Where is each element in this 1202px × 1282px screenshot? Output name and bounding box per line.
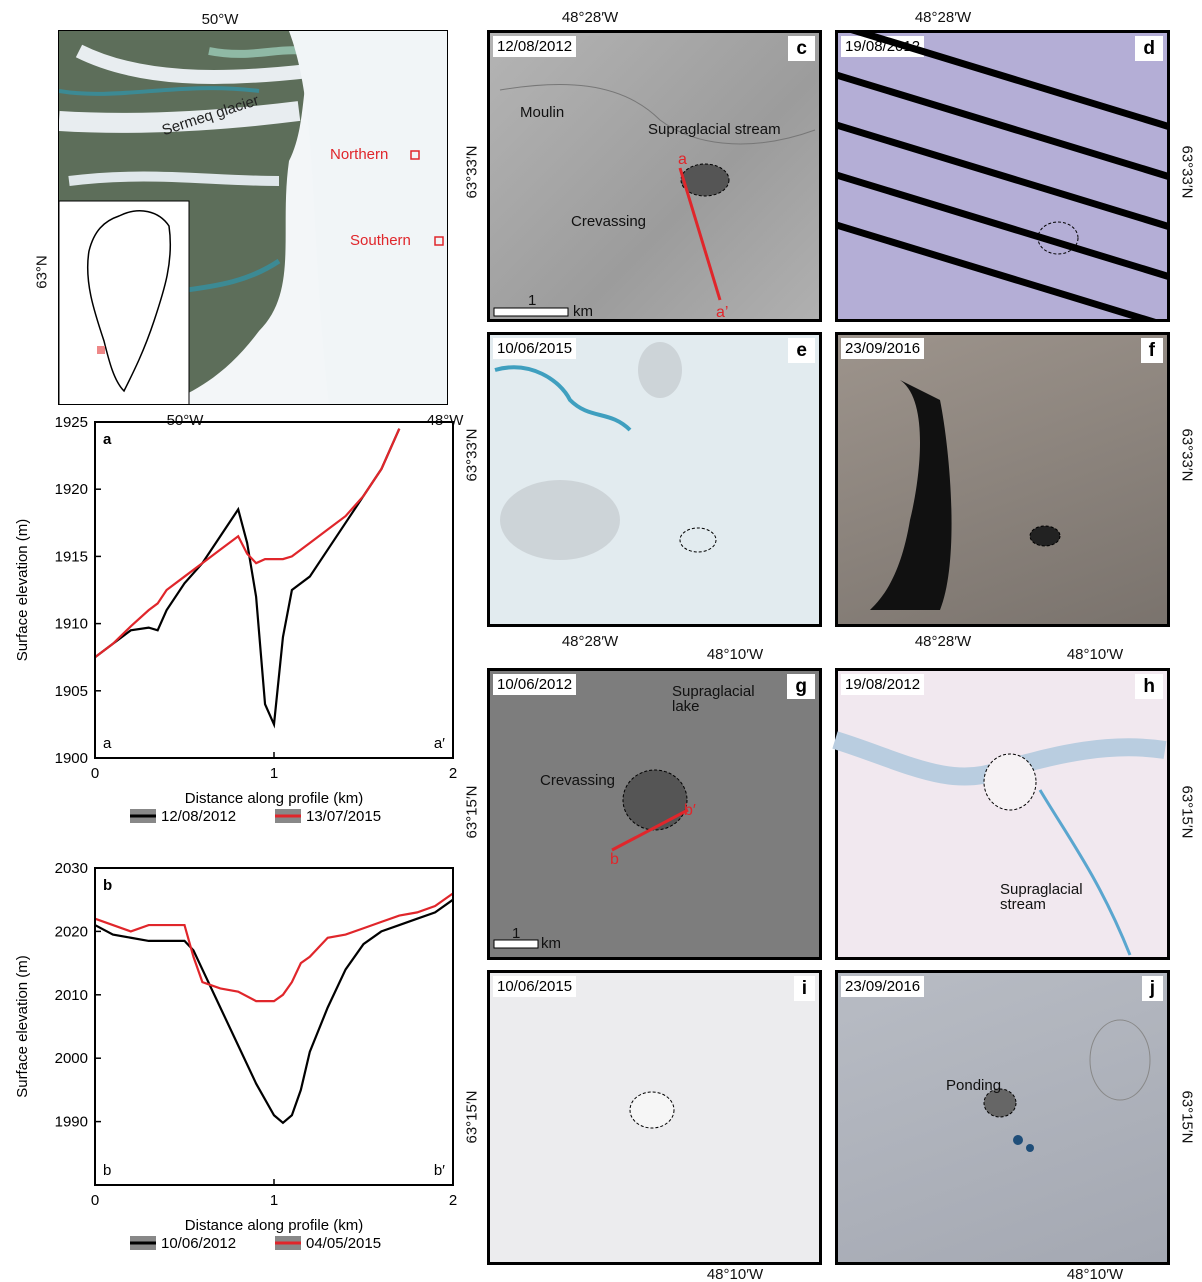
panel-date: 10/06/2015 <box>493 338 577 359</box>
scale-label: 1 <box>528 292 537 309</box>
y-tick-label: 1900 <box>55 750 88 767</box>
panel-letter: b <box>103 877 112 894</box>
panel-date: 10/06/2015 <box>493 976 577 997</box>
x-axis-label: Distance along profile (km) <box>185 790 363 807</box>
legend-label: 13/07/2015 <box>306 808 381 825</box>
x-axis-label: Distance along profile (km) <box>185 1217 363 1234</box>
panel-date: 10/06/2012 <box>493 674 577 695</box>
coord-label: 63°15′N <box>1178 785 1196 839</box>
image-panel: 12/08/2012 c <box>487 30 822 322</box>
legend-label: 12/08/2012 <box>161 808 236 825</box>
image-panel: 23/09/2016 j <box>835 970 1170 1265</box>
map-lon-label: 50°W <box>166 412 204 429</box>
map-lon-label: 48°W <box>426 412 464 429</box>
corner-label: b′ <box>434 1162 445 1179</box>
corner-label: b <box>103 1162 111 1179</box>
y-tick-label: 2030 <box>55 860 88 877</box>
annotation: Supraglacial lake <box>672 683 755 715</box>
annotation: Crevassing <box>571 213 647 230</box>
scale-label: km <box>541 935 561 952</box>
image-panel: 19/08/2012 h <box>835 668 1170 960</box>
x-tick-label: 0 <box>91 765 99 782</box>
y-tick-label: 1925 <box>55 414 88 431</box>
coord-label: 63°15′N <box>1178 1090 1196 1144</box>
profile-label: a <box>678 151 687 168</box>
panel-letter: a <box>103 431 112 448</box>
annotation: Moulin <box>520 104 565 121</box>
coord-label: 48°10′W <box>1066 1266 1124 1282</box>
panel-letter: i <box>793 976 815 1001</box>
y-tick-label: 1905 <box>55 683 88 700</box>
profile-line <box>94 428 401 659</box>
x-tick-label: 0 <box>91 1192 99 1209</box>
image-panel: 23/09/2016 f <box>835 332 1170 627</box>
panel-letter: g <box>787 674 815 699</box>
profile-label: b <box>610 851 619 868</box>
map <box>58 30 448 405</box>
panel-date: 23/09/2016 <box>841 976 925 997</box>
y-axis-label: Surface elevation (m) <box>14 519 31 662</box>
corner-label: a′ <box>434 735 445 752</box>
x-tick-label: 2 <box>449 1192 457 1209</box>
panel-letter: j <box>1141 976 1163 1001</box>
coord-label: 48°28′W <box>914 633 972 650</box>
image-panel: 10/06/2015 i <box>487 970 822 1265</box>
panel-date: 19/08/2012 <box>841 36 925 57</box>
x-tick-label: 2 <box>449 765 457 782</box>
panel-letter: c <box>788 36 815 61</box>
site-label: Southern <box>350 232 411 249</box>
plot-frame <box>94 421 454 759</box>
map-imagery <box>59 31 447 404</box>
panel-letter: d <box>1135 36 1163 61</box>
panel-date: 12/08/2012 <box>493 36 577 57</box>
y-tick-label: 2010 <box>55 987 88 1004</box>
site-label: Northern <box>330 146 389 163</box>
y-tick-label: 1915 <box>55 548 88 565</box>
panel-letter: h <box>1135 674 1163 699</box>
scale-label: km <box>573 303 593 320</box>
x-tick-label: 1 <box>270 765 278 782</box>
panel-date: 19/08/2012 <box>841 674 925 695</box>
panel-date: 23/09/2016 <box>841 338 925 359</box>
annotation: Ponding <box>946 1077 1002 1094</box>
coord-label: 63°33′N <box>1178 145 1196 199</box>
coord-label: 48°28′W <box>914 9 972 26</box>
profile-charts: 1900 1905 1910 1915 1920 1925 0 1 2 12/08/2012 13/… <box>14 414 457 1252</box>
x-tick-label: 1 <box>270 1192 278 1209</box>
profile-label: b′ <box>684 802 696 819</box>
profile-line <box>94 892 454 1003</box>
coord-label: 48°28′W <box>561 633 619 650</box>
annotation: Supraglacial stream <box>648 121 781 138</box>
y-axis-label: Surface elevation (m) <box>14 955 31 1098</box>
panel-letter: e <box>788 338 815 363</box>
legend-label: 04/05/2015 <box>306 1235 381 1252</box>
profile-line <box>94 898 454 1125</box>
map-lon-label: 50°W <box>201 11 239 28</box>
scale-label: 1 <box>512 925 521 942</box>
y-tick-label: 2020 <box>55 923 88 940</box>
y-tick-label: 1990 <box>55 1114 88 1131</box>
corner-label: a <box>103 735 112 752</box>
plot-frame <box>94 867 454 1186</box>
legend-label: 10/06/2012 <box>161 1235 236 1252</box>
profile-line <box>94 428 401 729</box>
y-tick-label: 1920 <box>55 481 88 498</box>
coord-label: 48°10′W <box>706 1266 764 1282</box>
coord-label: 63°33′N <box>1178 428 1196 482</box>
panel-letter: f <box>1140 338 1163 363</box>
coord-label: 48°10′W <box>706 646 764 663</box>
coord-label: 48°28′W <box>561 9 619 26</box>
y-tick-label: 1910 <box>55 616 88 633</box>
annotation: Supraglacial stream <box>1000 881 1083 913</box>
y-tick-label: 2000 <box>55 1050 88 1067</box>
annotation: Crevassing <box>540 772 616 789</box>
profile-label: a’ <box>716 304 729 321</box>
coord-label: 48°10′W <box>1066 646 1124 663</box>
